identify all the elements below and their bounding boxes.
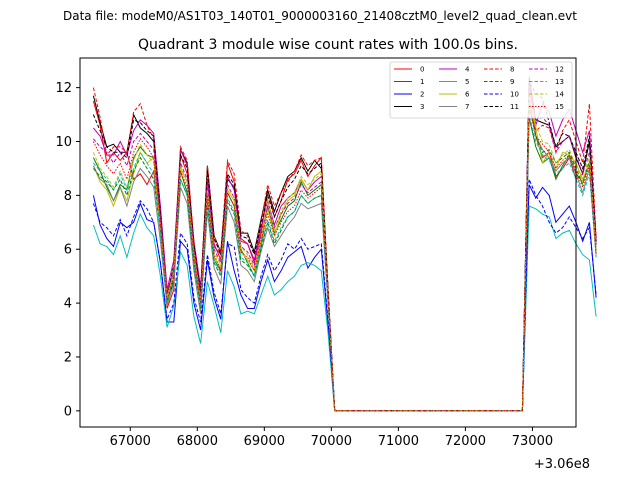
x-tick-label: 70000 bbox=[311, 434, 352, 449]
series-line-0 bbox=[92, 87, 597, 412]
legend-label-1: 1 bbox=[420, 78, 424, 86]
plot-frame bbox=[79, 57, 577, 428]
tick-layer: 67000 68000 69000 70000 71000 72000 73000 0 2 4 6 8… bbox=[55, 81, 553, 449]
legend-label-14: 14 bbox=[555, 91, 564, 99]
x-tick-label: 72000 bbox=[445, 434, 486, 449]
legend-label-8: 8 bbox=[510, 66, 514, 74]
series-line-8 bbox=[92, 87, 597, 412]
legend-label-10: 10 bbox=[510, 91, 519, 99]
series-line-12 bbox=[93, 90, 597, 412]
chart-title: Quadrant 3 module wise count rates with … bbox=[138, 37, 518, 53]
series-line-1 bbox=[92, 117, 597, 412]
legend-label-12: 12 bbox=[555, 66, 564, 74]
y-tick-label: 4 bbox=[64, 297, 72, 312]
x-tick-label: 73000 bbox=[512, 434, 553, 449]
legend-label-6: 6 bbox=[465, 91, 470, 99]
x-tick-label: 68000 bbox=[177, 434, 218, 449]
legend-label-2: 2 bbox=[420, 91, 424, 99]
chart-suptitle: Data file: modeM0/AS1T03_140T01_90000031… bbox=[63, 9, 577, 23]
x-tick-label: 67000 bbox=[110, 434, 151, 449]
y-tick-label: 12 bbox=[55, 81, 72, 96]
series-line-6 bbox=[92, 98, 597, 412]
legend-label-7: 7 bbox=[465, 103, 469, 111]
legend-label-15: 15 bbox=[555, 103, 564, 111]
series-line-13 bbox=[93, 114, 597, 412]
series-line-9 bbox=[93, 103, 597, 412]
series-line-15 bbox=[92, 106, 597, 412]
legend-label-3: 3 bbox=[420, 103, 424, 111]
plot-layer bbox=[92, 76, 597, 412]
y-tick-label: 10 bbox=[55, 135, 72, 150]
legend-label-0: 0 bbox=[420, 66, 424, 74]
legend-box bbox=[389, 61, 573, 119]
legend-label-4: 4 bbox=[465, 66, 470, 74]
y-tick-label: 8 bbox=[64, 189, 72, 204]
series-line-11 bbox=[92, 80, 597, 412]
series-line-3 bbox=[92, 76, 597, 412]
legend-label-5: 5 bbox=[465, 78, 469, 86]
y-tick-label: 0 bbox=[64, 404, 72, 419]
legend-label-11: 11 bbox=[510, 103, 519, 111]
x-tick-label: 69000 bbox=[244, 434, 285, 449]
series-line-5 bbox=[92, 205, 597, 412]
series-line-7 bbox=[92, 98, 597, 412]
x-tick-label: 71000 bbox=[378, 434, 419, 449]
legend-label-13: 13 bbox=[555, 78, 564, 86]
y-tick-label: 6 bbox=[64, 243, 72, 258]
y-tick-label: 2 bbox=[64, 350, 72, 365]
series-line-14 bbox=[92, 92, 597, 412]
series-line-4 bbox=[93, 82, 597, 412]
legend-label-9: 9 bbox=[510, 78, 514, 86]
x-offset-label: +3.06e8 bbox=[534, 457, 590, 472]
